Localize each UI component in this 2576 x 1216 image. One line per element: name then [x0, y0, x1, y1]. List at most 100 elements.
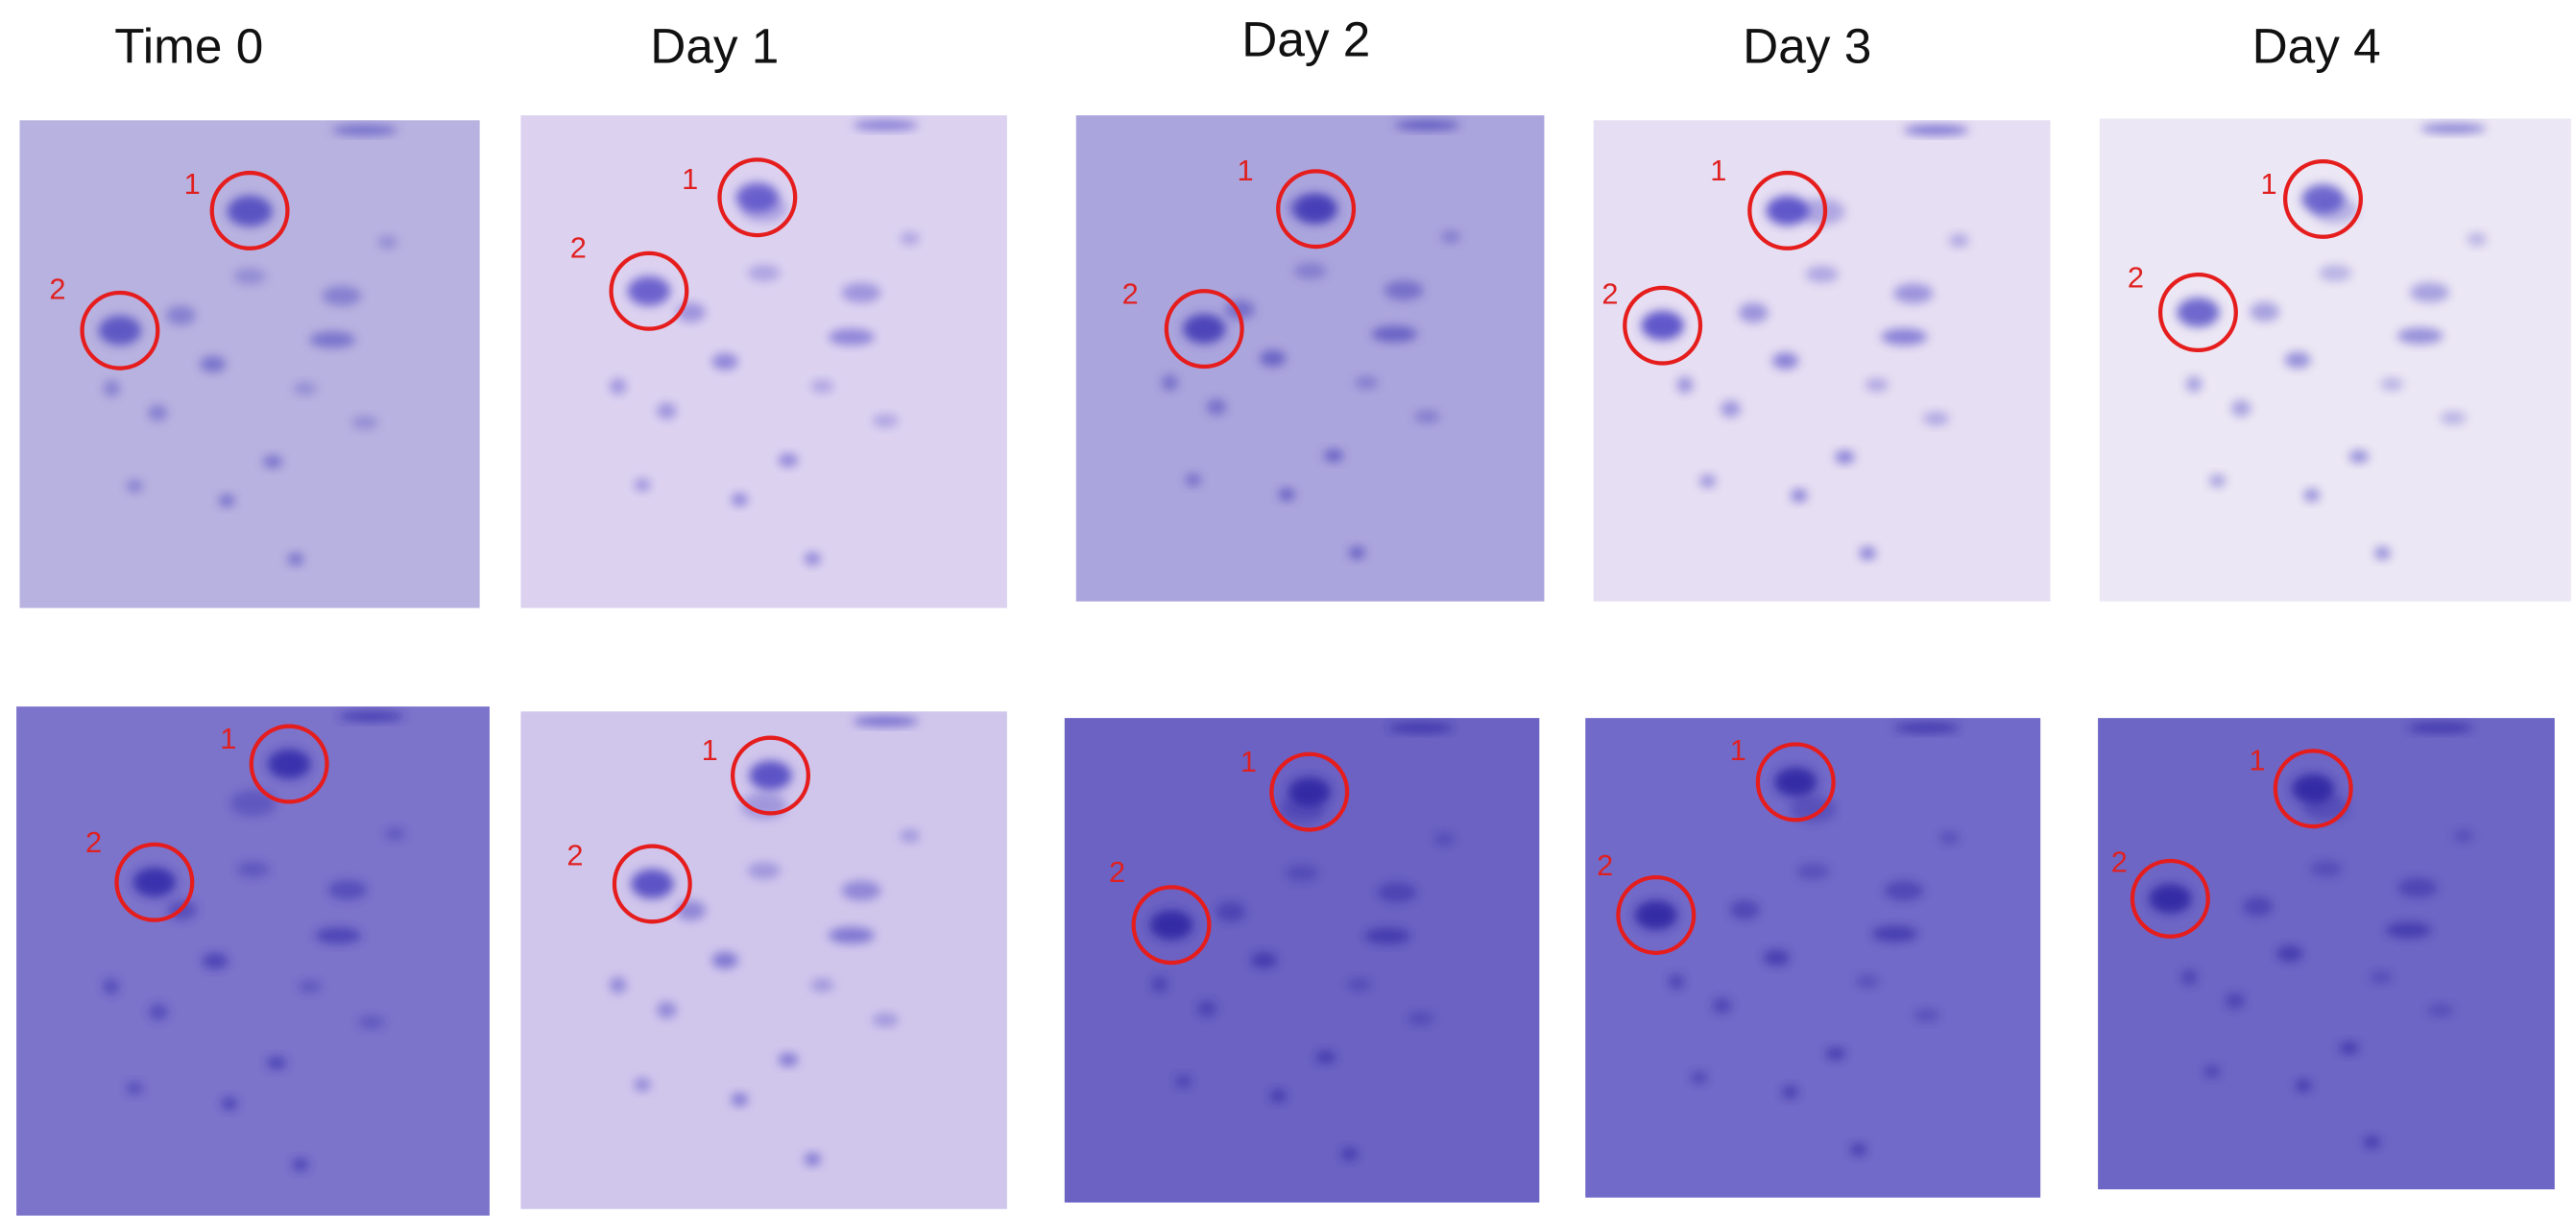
protein-spot [2453, 829, 2473, 843]
protein-spot [2339, 1041, 2359, 1055]
spot-label: 1 [1240, 745, 1257, 778]
protein-spot [1790, 796, 1837, 823]
protein-spot [1250, 951, 1278, 969]
spot-circle [1747, 170, 1828, 250]
protein-spot [1922, 412, 1950, 425]
column-header: Time 0 [114, 18, 263, 73]
spot-core [1149, 910, 1193, 941]
protein-spot [872, 1013, 899, 1027]
spot-label: 2 [566, 839, 583, 872]
protein-spot [1798, 198, 1845, 226]
protein-spot [298, 980, 322, 993]
spot-circle [1616, 874, 1697, 955]
spot-circle [1276, 169, 1357, 250]
protein-spot [1196, 1000, 1217, 1017]
spot-core [2301, 184, 2345, 214]
protein-spot [236, 861, 270, 878]
protein-spot [1384, 280, 1424, 300]
protein-spot [872, 414, 899, 428]
gel-top-band [1893, 723, 1960, 733]
spot-circle [2130, 858, 2210, 939]
spot-core [1182, 314, 1226, 345]
protein-spot [200, 355, 227, 372]
protein-spot [1729, 899, 1760, 920]
spot-label: 2 [85, 825, 102, 859]
spot-core [1766, 196, 1809, 226]
spot-label: 2 [1109, 855, 1125, 889]
protein-spot [900, 231, 920, 246]
protein-spot [1285, 865, 1319, 882]
protein-spot [1377, 882, 1417, 903]
protein-spot [1856, 975, 1880, 989]
protein-spot [103, 380, 120, 397]
protein-spot [634, 478, 651, 492]
protein-spot [2363, 1135, 2381, 1149]
protein-spot [1835, 450, 1855, 465]
spot-circle [2157, 273, 2238, 352]
protein-spot [747, 862, 781, 879]
protein-spot [747, 264, 781, 281]
spot-core [735, 182, 780, 213]
column-header: Day 1 [650, 18, 779, 73]
protein-spot [778, 1053, 799, 1067]
protein-spot [2295, 1079, 2312, 1093]
gel-panel: 12 [1585, 718, 2041, 1198]
gel-background [1075, 115, 1545, 602]
protein-spot [841, 880, 881, 901]
spot-circle [1131, 885, 1212, 966]
gel-top-band [1394, 120, 1460, 131]
spot-label: 2 [1597, 848, 1613, 882]
protein-spot [1691, 1071, 1708, 1085]
protein-spot [2319, 265, 2352, 282]
spot-circle [2273, 749, 2353, 829]
spot-circle [80, 290, 160, 370]
protein-spot [610, 976, 627, 994]
protein-spot [292, 1157, 309, 1172]
spot-core [267, 749, 311, 779]
gel-top-band [338, 711, 404, 722]
protein-spot [2396, 327, 2444, 345]
protein-spot [1676, 376, 1694, 393]
protein-spot [1355, 375, 1379, 390]
spot-core [1773, 767, 1818, 798]
protein-spot [2385, 921, 2432, 939]
protein-spot [327, 879, 368, 900]
gel-panel: 12 [1593, 120, 2051, 602]
protein-spot [351, 416, 378, 430]
protein-spot [2203, 1064, 2221, 1079]
protein-spot [229, 790, 277, 817]
column-header: Day 2 [1241, 12, 1370, 66]
protein-spot [2185, 375, 2203, 393]
protein-spot [711, 353, 738, 370]
protein-spot [2250, 301, 2280, 322]
protein-spot [126, 479, 143, 493]
protein-spot [2276, 945, 2303, 963]
protein-spot [1151, 976, 1168, 993]
spot-label: 1 [1730, 733, 1746, 767]
spot-circle [1755, 742, 1836, 823]
protein-spot [1738, 302, 1769, 323]
protein-spot [804, 552, 821, 566]
spot-label: 2 [2128, 260, 2144, 294]
gel-top-band [2407, 723, 2474, 733]
gel-top-band [853, 716, 919, 727]
protein-spot [1315, 1050, 1336, 1064]
protein-spot [1278, 488, 1295, 502]
gel-top-band [2420, 123, 2487, 133]
protein-spot [1216, 901, 1246, 922]
spot-circle [717, 157, 798, 238]
protein-spot [1185, 473, 1202, 487]
protein-spot [1668, 973, 1685, 990]
protein-spot [266, 1056, 287, 1070]
gel-panel: 12 [520, 711, 1007, 1209]
protein-spot [1763, 949, 1790, 966]
protein-spot [1206, 398, 1227, 416]
gel-panel: 12 [1075, 115, 1545, 602]
protein-spot [1825, 1047, 1846, 1061]
protein-spot [1865, 378, 1889, 392]
spot-circle [114, 842, 195, 922]
spot-label: 1 [220, 722, 236, 755]
protein-spot [1914, 1009, 1940, 1022]
protein-spot [900, 829, 920, 843]
protein-spot [1871, 925, 1918, 942]
